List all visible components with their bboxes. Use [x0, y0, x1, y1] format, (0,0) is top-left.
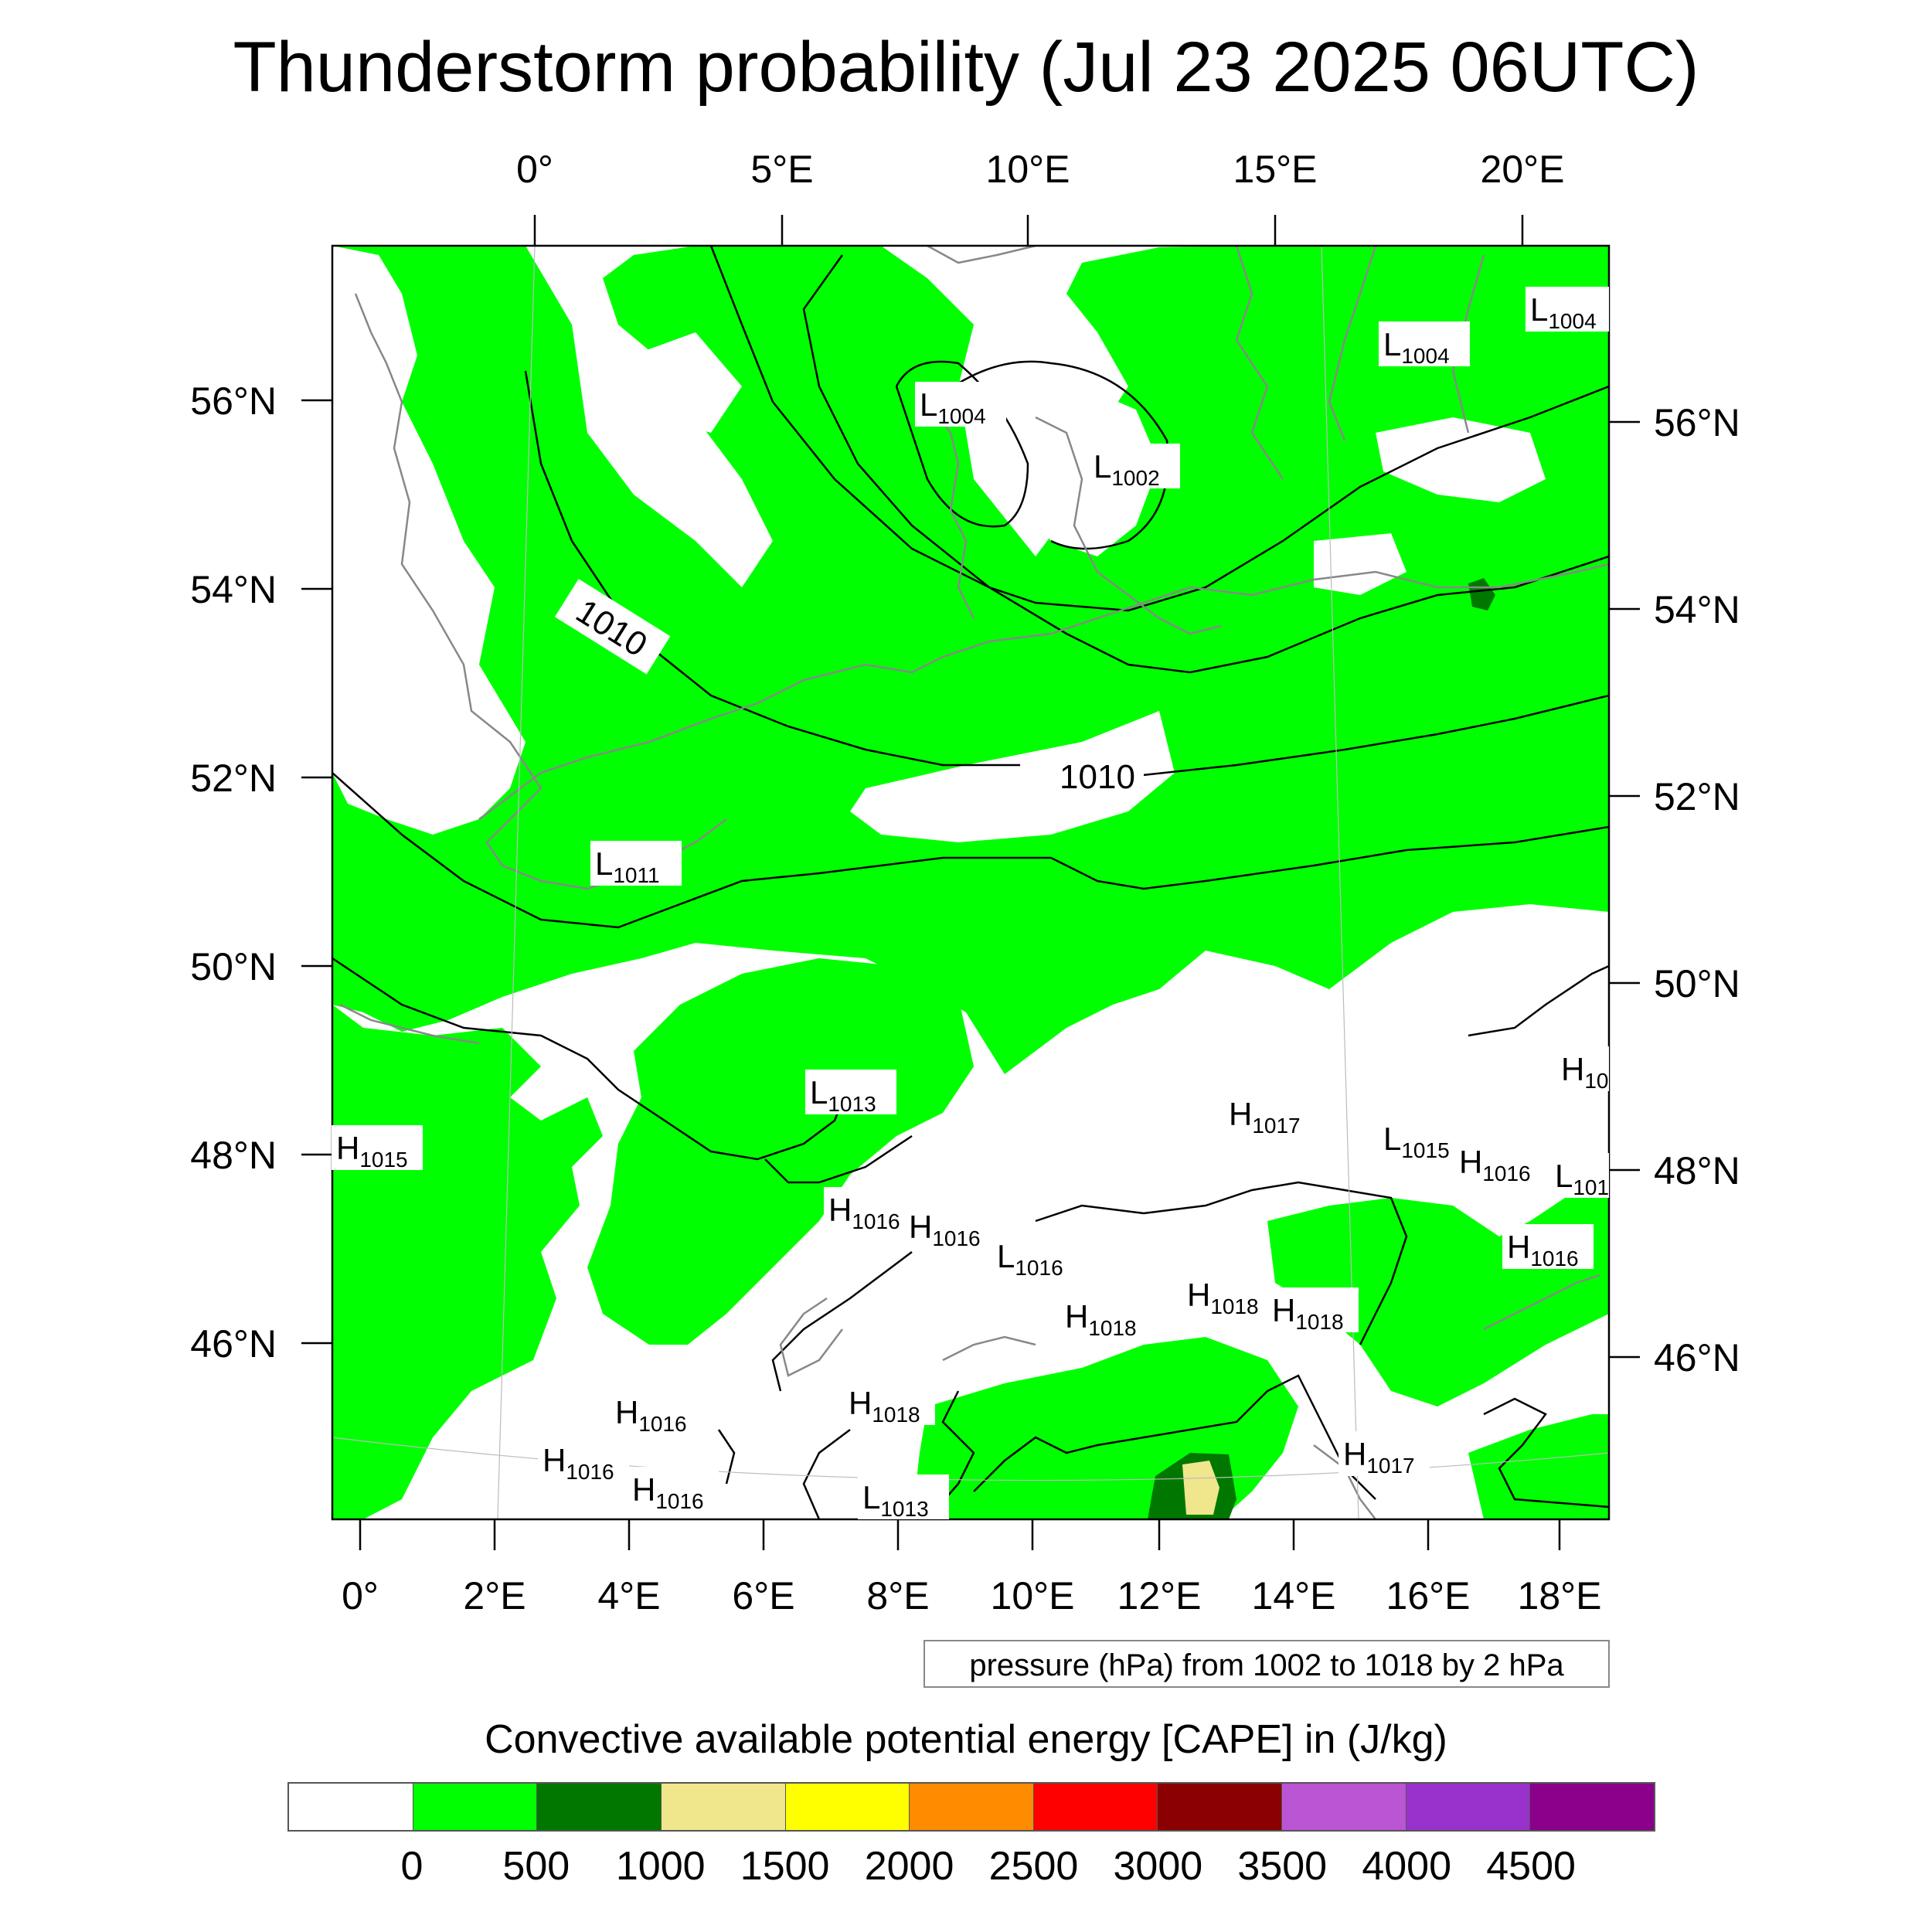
- bottom-lon-label: 18°E: [1518, 1574, 1602, 1617]
- isobars: [332, 246, 1609, 1519]
- colorbar-swatch: [1282, 1784, 1406, 1830]
- pressure-center-bg: [904, 1204, 995, 1249]
- colorbar-swatch: [1406, 1784, 1531, 1830]
- bottom-lon-label: 14°E: [1252, 1574, 1336, 1617]
- high-pressure-label: H1016: [543, 1442, 614, 1484]
- pressure-center-bg: [844, 1380, 935, 1425]
- colorbar-tick-label: 0: [400, 1844, 423, 1889]
- pressure-center-bg: [590, 841, 682, 886]
- cape-gap-3: [332, 246, 526, 835]
- top-lon-labels: 0° 5°E 10°E 15°E 20°E: [516, 148, 1564, 191]
- colorbar-tick-label: 4000: [1362, 1844, 1452, 1889]
- pressure-center-bg: [611, 1389, 702, 1434]
- colorbar-tick-labels: 0 500 1000 1500 2000 2500 3000 3500 4000 4500: [0, 1839, 1932, 1893]
- left-lat-label: 50°N: [190, 945, 277, 988]
- high-pressure-label: H1016: [909, 1209, 981, 1250]
- cape-spot-khaki: [1182, 1461, 1219, 1515]
- cape-gap-2: [850, 711, 1175, 842]
- left-lat-label: 52°N: [190, 757, 277, 800]
- colorbar-swatch: [1158, 1784, 1283, 1830]
- colorbar-tick-label: 1000: [615, 1844, 706, 1889]
- pressure-center-bg: [1502, 1224, 1594, 1269]
- colorbar-tick-label: 3000: [1113, 1844, 1203, 1889]
- cape-gap-6: [611, 332, 742, 433]
- colorbar-swatch: [1033, 1784, 1158, 1830]
- pressure-center-bg: [1526, 287, 1609, 332]
- colorbar-tick-label: 2000: [864, 1844, 954, 1889]
- colorbar-swatch: [910, 1784, 1034, 1830]
- pressure-center-bg: [1379, 321, 1470, 366]
- high-pressure-label: H1018: [1272, 1292, 1344, 1334]
- colorbar-swatch: [537, 1784, 662, 1830]
- right-lat-label: 50°N: [1654, 962, 1740, 1005]
- bottom-lon-label: 12°E: [1117, 1574, 1202, 1617]
- colorbar-swatch: [661, 1784, 786, 1830]
- bottom-lon-label: 2°E: [463, 1574, 526, 1617]
- cape-gap-5: [1314, 533, 1406, 595]
- cape-spot-dark-green-1: [1468, 578, 1495, 611]
- left-lat-label: 46°N: [190, 1322, 277, 1366]
- top-lon-label: 15°E: [1233, 148, 1318, 191]
- left-lat-label: 48°N: [190, 1134, 277, 1177]
- bottom-lon-label: 8°E: [866, 1574, 929, 1617]
- bottom-lon-label: 0°: [342, 1574, 379, 1617]
- colorbar-swatch: [289, 1784, 413, 1830]
- top-lon-label: 10°E: [986, 148, 1070, 191]
- contour-info-box: pressure (hPa) from 1002 to 1018 by 2 hP…: [923, 1640, 1610, 1688]
- pressure-center-bg: [1556, 1046, 1609, 1091]
- right-lat-label: 52°N: [1654, 775, 1740, 818]
- bottom-lon-label: 10°E: [991, 1574, 1075, 1617]
- left-lat-label: 56°N: [190, 379, 277, 423]
- pressure-center-bg: [1182, 1272, 1274, 1317]
- tick-marks: [301, 215, 1640, 1550]
- cape-area-se-corner: [1468, 1414, 1609, 1519]
- left-lat-labels: 56°N 54°N 52°N 50°N 48°N 46°N: [190, 379, 277, 1366]
- pressure-center-bg: [992, 1233, 1083, 1278]
- pressure-center-labels: L1004L1004L1004L1002L1011L1013H10H1017H1…: [332, 287, 1609, 1521]
- page-title: Thunderstorm probability (Jul 23 2025 06…: [233, 28, 1699, 107]
- right-lat-label: 48°N: [1654, 1149, 1740, 1192]
- colorbar-tick-label: 1500: [740, 1844, 830, 1889]
- right-lat-label: 54°N: [1654, 588, 1740, 631]
- pressure-center-bg: [1338, 1431, 1430, 1476]
- pressure-center-bg: [1224, 1091, 1315, 1136]
- bottom-lon-label: 4°E: [597, 1574, 660, 1617]
- top-lon-label: 20°E: [1481, 148, 1565, 191]
- colorbar-tick-label: 2500: [988, 1844, 1079, 1889]
- right-lat-label: 56°N: [1654, 401, 1740, 444]
- right-lat-labels: 56°N 54°N 52°N 50°N 48°N 46°N: [1654, 401, 1740, 1379]
- pressure-center-bg: [858, 1475, 949, 1519]
- colorbar-swatch: [1530, 1784, 1655, 1830]
- colorbar-tick-label: 3500: [1237, 1844, 1328, 1889]
- map-border: [331, 244, 1611, 1521]
- right-lat-label: 46°N: [1654, 1336, 1740, 1379]
- pressure-center-bg: [538, 1437, 629, 1482]
- pressure-center-bg: [628, 1467, 719, 1512]
- pressure-center-bg: [332, 1125, 423, 1170]
- left-lat-label: 54°N: [190, 568, 277, 611]
- pressure-center-bg: [1267, 1287, 1359, 1332]
- bottom-lon-label: 6°E: [732, 1574, 794, 1617]
- pressure-center-bg: [824, 1187, 915, 1232]
- top-lon-label: 5°E: [750, 148, 813, 191]
- bottom-lon-labels: 0° 2°E 4°E 6°E 8°E 10°E 12°E 14°E 16°E 1…: [342, 1574, 1601, 1617]
- colorbar: [287, 1782, 1655, 1832]
- pressure-center-bg: [1454, 1139, 1546, 1184]
- colorbar-swatch: [785, 1784, 910, 1830]
- bottom-lon-label: 16°E: [1386, 1574, 1471, 1617]
- top-lon-label: 0°: [516, 148, 553, 191]
- pressure-center-bg: [805, 1070, 896, 1114]
- pressure-center-bg: [915, 382, 1006, 427]
- colorbar-tick-label: 500: [502, 1844, 570, 1889]
- pressure-center-bg: [1550, 1153, 1609, 1198]
- legend-title: Convective available potential energy [C…: [485, 1717, 1447, 1762]
- colorbar-swatch: [413, 1784, 538, 1830]
- colorbar-tick-label: 4500: [1486, 1844, 1576, 1889]
- pressure-center-bg: [1089, 444, 1180, 488]
- cape-gap-4: [1376, 417, 1546, 502]
- low-pressure-label: L1004: [920, 386, 986, 428]
- pressure-center-bg: [1060, 1294, 1151, 1338]
- isobar-label: 1010: [1060, 758, 1135, 796]
